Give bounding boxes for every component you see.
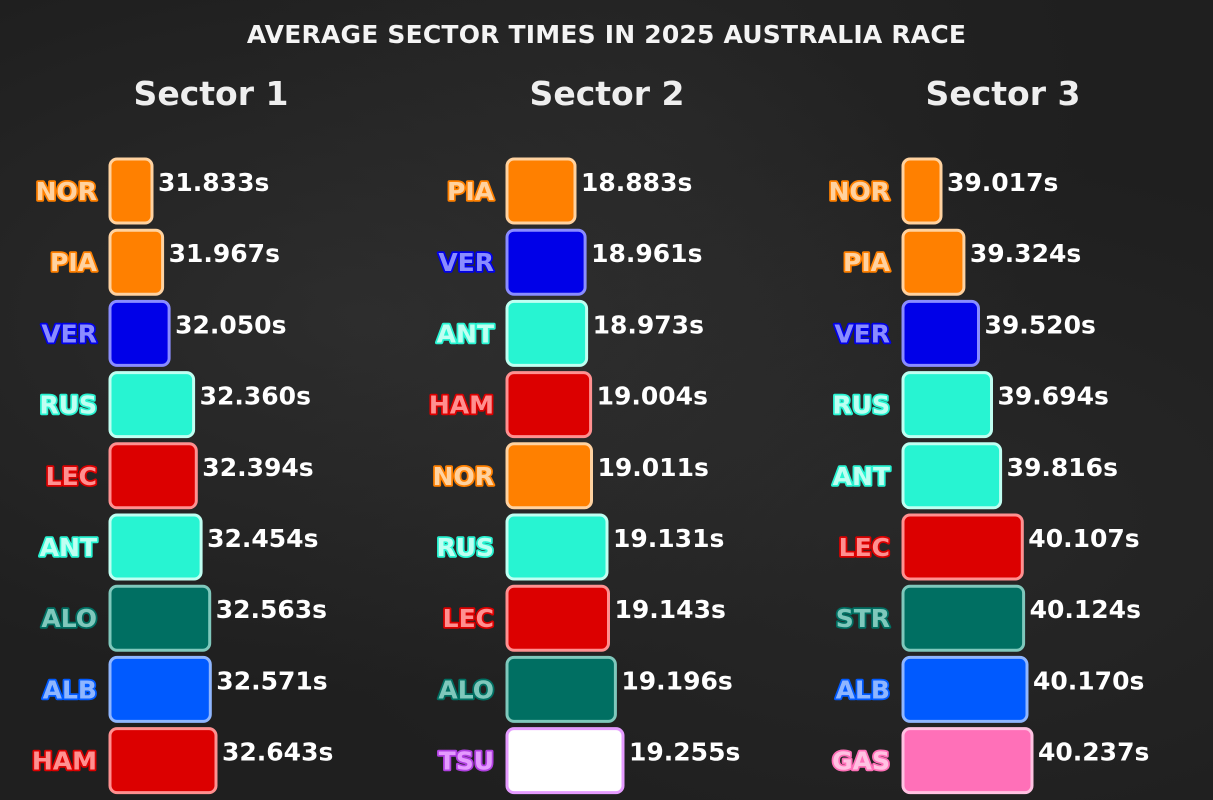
value-label-str: 40.124s: [1030, 595, 1141, 624]
bar-ver: [108, 299, 171, 367]
driver-label-ver: VER: [438, 248, 494, 277]
value-label-pia: 18.883s: [581, 168, 692, 197]
value-label-ant: 18.973s: [593, 310, 704, 339]
value-label-ver: 39.520s: [985, 310, 1096, 339]
value-label-ham: 19.004s: [597, 382, 708, 411]
driver-label-pia: PIA: [843, 248, 891, 277]
value-label-rus: 19.131s: [613, 524, 724, 553]
driver-label-pia: PIA: [50, 248, 98, 277]
value-label-lec: 19.143s: [615, 595, 726, 624]
bar-lec: [505, 584, 610, 652]
value-label-nor: 19.011s: [598, 453, 709, 482]
value-label-lec: 32.394s: [202, 453, 313, 482]
driver-label-lec: LEC: [46, 462, 97, 491]
driver-label-alo: ALO: [438, 675, 494, 704]
bar-alb: [901, 655, 1029, 723]
bar-pia: [108, 228, 165, 296]
value-label-nor: 31.833s: [158, 168, 269, 197]
bar-nor: [108, 157, 154, 225]
value-label-ham: 32.643s: [222, 738, 333, 767]
bar-alo: [108, 584, 212, 652]
driver-label-alb: ALB: [836, 675, 890, 704]
value-label-tsu: 19.255s: [629, 738, 740, 767]
driver-label-rus: RUS: [832, 391, 890, 420]
bar-alo: [505, 655, 617, 723]
sector-2-title: Sector 2: [529, 74, 685, 113]
bar-alb: [108, 655, 212, 723]
driver-label-rus: RUS: [436, 533, 494, 562]
driver-label-tsu: TSU: [439, 747, 494, 776]
bar-ver: [505, 228, 587, 296]
value-label-ver: 18.961s: [591, 239, 702, 268]
value-label-ant: 32.454s: [207, 524, 318, 553]
value-label-rus: 39.694s: [998, 382, 1109, 411]
value-label-alb: 32.571s: [216, 666, 327, 695]
value-label-alo: 19.196s: [621, 666, 732, 695]
bar-lec: [901, 513, 1024, 581]
value-label-gas: 40.237s: [1038, 738, 1149, 767]
value-label-ver: 32.050s: [175, 310, 286, 339]
value-label-lec: 40.107s: [1028, 524, 1139, 553]
driver-label-ant: ANT: [40, 533, 97, 562]
bar-rus: [901, 371, 993, 439]
driver-label-alo: ALO: [41, 604, 97, 633]
bar-str: [901, 584, 1026, 652]
driver-label-nor: NOR: [433, 462, 494, 491]
bar-ham: [108, 727, 218, 795]
bar-tsu: [505, 727, 625, 795]
driver-label-nor: NOR: [829, 177, 890, 206]
value-label-nor: 39.017s: [947, 168, 1058, 197]
value-label-pia: 39.324s: [970, 239, 1081, 268]
driver-label-lec: LEC: [839, 533, 890, 562]
driver-label-nor: NOR: [36, 177, 97, 206]
bar-pia: [901, 228, 966, 296]
bar-lec: [108, 442, 198, 510]
value-label-pia: 31.967s: [169, 239, 280, 268]
chart-title: AVERAGE SECTOR TIMES IN 2025 AUSTRALIA R…: [246, 20, 967, 49]
value-label-ant: 39.816s: [1007, 453, 1118, 482]
driver-label-alb: ALB: [43, 675, 97, 704]
bar-gas: [901, 727, 1034, 795]
driver-label-rus: RUS: [39, 391, 97, 420]
sector-1-title: Sector 1: [133, 74, 289, 113]
bar-ham: [505, 371, 593, 439]
bar-ver: [901, 299, 980, 367]
bar-ant: [108, 513, 203, 581]
driver-label-ver: VER: [41, 319, 97, 348]
sector-2-bars: PIA 18.883s VER 18.961s ANT 18.973s HAM 19.004s…: [427, 157, 740, 795]
sector-3-bars: NOR 39.017s PIA 39.324s VER 39.520s RUS 39.694s…: [827, 157, 1149, 795]
bar-rus: [505, 513, 609, 581]
driver-label-pia: PIA: [447, 177, 495, 206]
sector-3-title: Sector 3: [925, 74, 1081, 113]
driver-label-gas: GAS: [832, 747, 890, 776]
bar-nor: [901, 157, 943, 225]
bar-ant: [505, 299, 589, 367]
bar-rus: [108, 371, 196, 439]
driver-label-ant: ANT: [437, 319, 494, 348]
value-label-rus: 32.360s: [200, 382, 311, 411]
bar-nor: [505, 442, 593, 510]
driver-label-str: STR: [836, 604, 890, 633]
driver-label-ver: VER: [834, 319, 890, 348]
bar-ant: [901, 442, 1003, 510]
driver-label-ham: HAM: [429, 391, 494, 420]
bar-pia: [505, 157, 577, 225]
driver-label-ant: ANT: [833, 462, 890, 491]
sector-1-bars: NOR 31.833s PIA 31.967s VER 32.050s RUS 32.360s…: [30, 157, 333, 795]
value-label-alb: 40.170s: [1033, 666, 1144, 695]
driver-label-ham: HAM: [32, 747, 97, 776]
driver-label-lec: LEC: [443, 604, 494, 633]
value-label-alo: 32.563s: [216, 595, 327, 624]
